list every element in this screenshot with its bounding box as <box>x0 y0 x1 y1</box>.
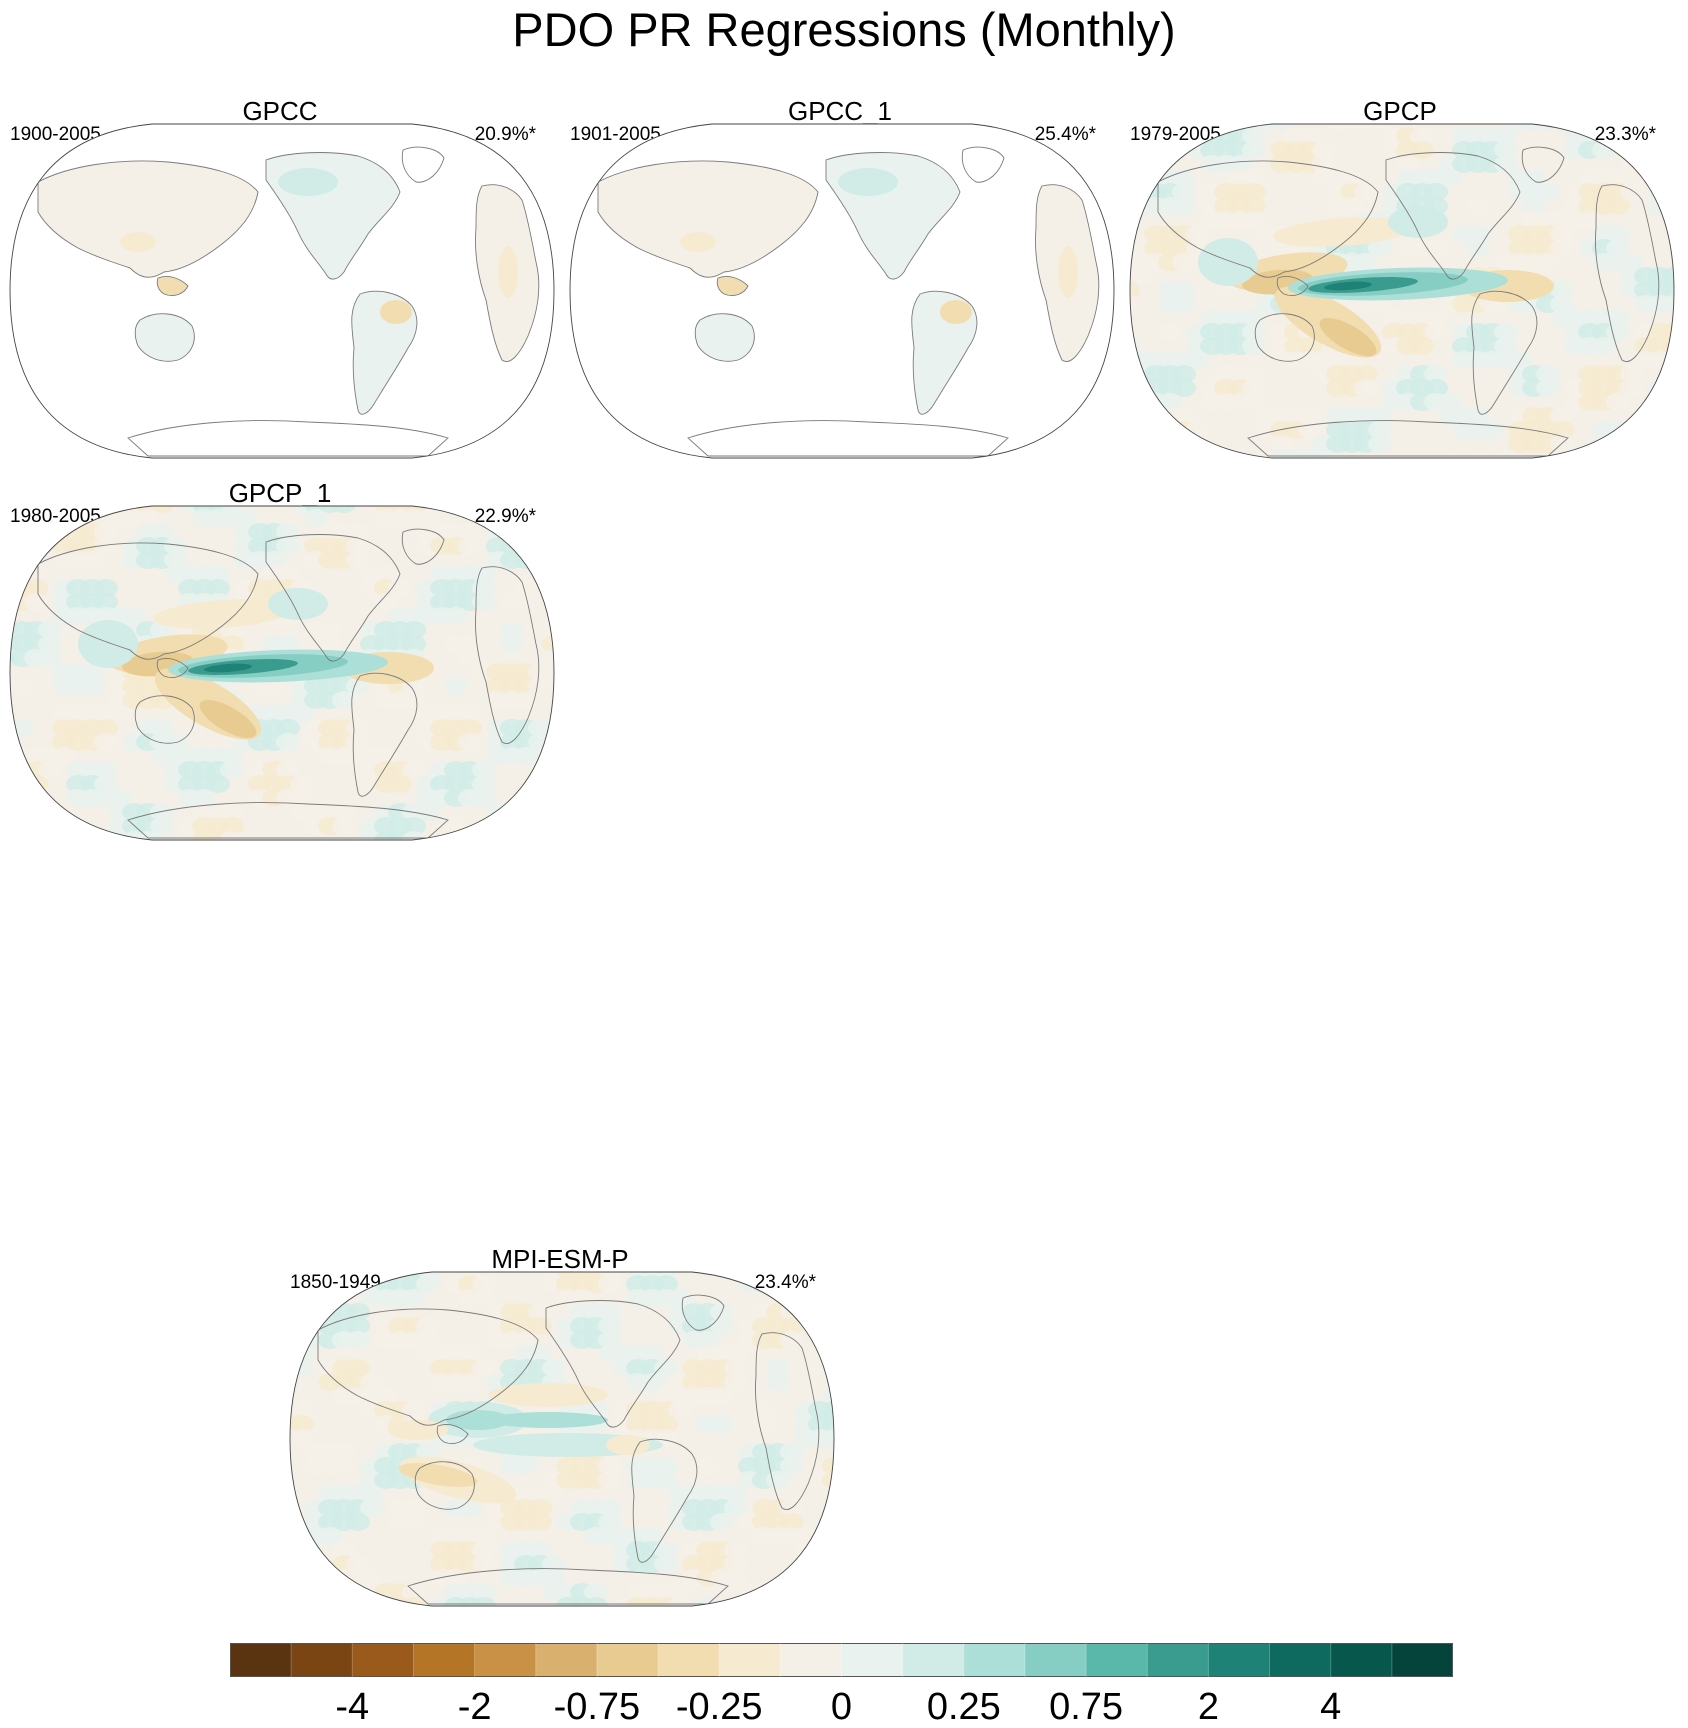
map-panel-mpi-esm-p: MPI-ESM-P 1850-1949 23.4%* <box>280 1244 840 1644</box>
coastline-greenland <box>401 146 445 183</box>
colorbar-segment <box>230 1643 292 1677</box>
coastline-north-america <box>825 152 961 280</box>
coastline-antarctica <box>1247 420 1569 457</box>
map-panel-gpcc: GPCC 1900-2005 20.9%* <box>0 96 560 496</box>
panel-variance: 23.3%* <box>1594 124 1656 145</box>
coastline-maritime <box>716 275 749 297</box>
coastline-south-america <box>1471 290 1538 415</box>
coastline-antarctica <box>127 420 449 457</box>
panel-period: 1980-2005 <box>10 506 101 527</box>
colorbar-segment <box>719 1643 781 1677</box>
coastline-maritime <box>156 275 189 297</box>
colorbar-tick-label: -0.25 <box>675 1686 763 1728</box>
colorbar-segment <box>1024 1643 1087 1677</box>
coastline-south-america <box>631 1438 698 1563</box>
colorbar-segment <box>1147 1643 1209 1677</box>
colorbar-tick-label: 4 <box>1320 1686 1342 1728</box>
coastline-maritime <box>436 1423 469 1445</box>
colorbar-tick-label: 0.75 <box>1049 1686 1124 1728</box>
coastline-asia <box>37 542 259 660</box>
coastline-europe-africa <box>475 184 540 362</box>
colorbar-segment <box>841 1643 904 1677</box>
colorbar-segment <box>535 1643 598 1677</box>
colorbar-segment <box>1269 1643 1332 1677</box>
colorbar-segment <box>780 1643 842 1677</box>
colorbar-segment <box>596 1643 659 1677</box>
map-projection <box>1129 123 1675 459</box>
colorbar-segment <box>352 1643 414 1677</box>
colorbar-segment <box>413 1643 476 1677</box>
coastline-asia <box>1157 160 1379 278</box>
panel-title: GPCP <box>1363 96 1437 126</box>
coastline-australia <box>694 313 755 362</box>
colorbar-segment <box>291 1643 353 1677</box>
coastline-australia <box>134 695 195 744</box>
coastline-australia <box>414 1461 475 1510</box>
coastline-asia <box>37 160 259 278</box>
colorbar-tick-label: -2 <box>457 1686 492 1728</box>
panel-variance: 22.9%* <box>474 506 536 527</box>
coastline-greenland <box>401 528 445 565</box>
colorbar-segment <box>1391 1643 1453 1677</box>
coastline-europe-africa <box>475 566 540 744</box>
coastline-north-america <box>545 1300 681 1428</box>
coastline-europe-africa <box>1595 184 1660 362</box>
panel-variance: 23.4%* <box>754 1272 816 1293</box>
coastline-north-america <box>265 152 401 280</box>
map-projection <box>289 1271 835 1607</box>
panel-period: 1850-1949 <box>290 1272 381 1293</box>
colorbar <box>230 1643 1453 1677</box>
coastline-maritime <box>156 657 189 679</box>
colorbar-segment <box>1330 1643 1393 1677</box>
colorbar-tick-label: 0.25 <box>926 1686 1001 1728</box>
coastline-north-america <box>265 534 401 662</box>
coastline-antarctica <box>407 1568 729 1605</box>
coastline-asia <box>317 1308 539 1426</box>
coastline-south-america <box>351 672 418 797</box>
coastline-south-america <box>911 290 978 415</box>
panel-title: GPCC <box>242 96 318 126</box>
coastline-south-america <box>351 290 418 415</box>
colorbar-segment <box>658 1643 720 1677</box>
panel-variance: 20.9%* <box>474 124 536 145</box>
panel-title: GPCC_1 <box>787 96 893 126</box>
panel-title: MPI-ESM-P <box>491 1244 629 1274</box>
figure-title: PDO PR Regressions (Monthly) <box>512 3 1176 56</box>
coastline-europe-africa <box>1035 184 1100 362</box>
colorbar-segment <box>474 1643 537 1677</box>
coastline-asia <box>597 160 819 278</box>
colorbar-segment <box>1208 1643 1271 1677</box>
coastline-antarctica <box>687 420 1009 457</box>
colorbar-segment <box>963 1643 1026 1677</box>
panel-period: 1900-2005 <box>10 124 101 145</box>
colorbar-segment <box>902 1643 965 1677</box>
panel-period: 1901-2005 <box>570 124 661 145</box>
colorbar-tick-label: -4 <box>335 1686 370 1728</box>
coastline-australia <box>1254 313 1315 362</box>
colorbar-tick-label: 2 <box>1197 1686 1219 1728</box>
colorbar-tick-label: 0 <box>830 1686 853 1728</box>
coastline-greenland <box>961 146 1005 183</box>
map-projection <box>569 123 1115 459</box>
coastline-maritime <box>1276 275 1309 297</box>
map-projection <box>9 123 555 459</box>
map-panel-gpcc_1: GPCC_1 1901-2005 25.4%* <box>560 96 1120 496</box>
map-projection <box>9 505 555 841</box>
coastline-greenland <box>681 1294 725 1331</box>
coastline-australia <box>134 313 195 362</box>
map-panel-gpcp: GPCP 1979-2005 23.3%* <box>1120 96 1680 496</box>
coastline-antarctica <box>127 802 449 839</box>
panel-title: GPCP_1 <box>228 478 332 508</box>
coastline-greenland <box>1521 146 1565 183</box>
map-panel-gpcp_1: GPCP_1 1980-2005 22.9%* <box>0 478 560 878</box>
colorbar-tick-label: -0.75 <box>553 1686 641 1728</box>
colorbar-segment <box>1086 1643 1148 1677</box>
coastline-europe-africa <box>755 1332 820 1510</box>
panel-variance: 25.4%* <box>1034 124 1096 145</box>
panel-period: 1979-2005 <box>1130 124 1221 145</box>
coastline-north-america <box>1385 152 1521 280</box>
